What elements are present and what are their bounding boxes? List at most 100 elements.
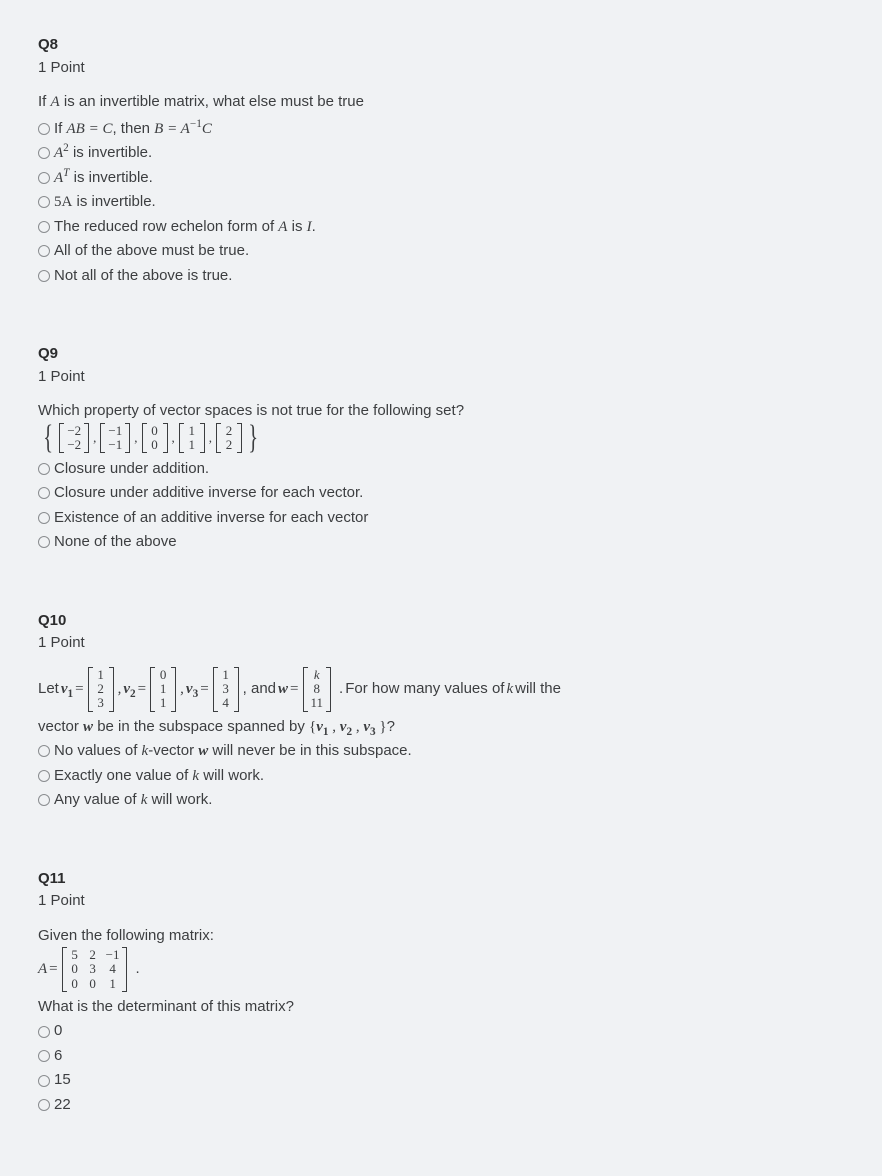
radio-icon xyxy=(38,487,50,499)
question-q9: Q9 1 Point Which property of vector spac… xyxy=(38,343,844,554)
t: 5A xyxy=(54,194,72,210)
radio-icon xyxy=(38,196,50,208)
question-points: 1 Point xyxy=(38,890,844,913)
radio-icon xyxy=(38,745,50,757)
t: A xyxy=(38,958,47,981)
matrix: 11 xyxy=(179,423,205,454)
prompt-continued: What is the determinant of this matrix? xyxy=(38,996,844,1019)
option-label: 0 xyxy=(54,1020,62,1043)
radio-icon xyxy=(38,1075,50,1087)
t: v2 xyxy=(123,678,135,701)
t: be in the subspace spanned by xyxy=(93,718,309,735)
question-points: 1 Point xyxy=(38,632,844,655)
radio-icon xyxy=(38,794,50,806)
t: vector xyxy=(38,718,83,735)
option-q11-1[interactable]: 6 xyxy=(38,1045,844,1068)
matrix: 123 xyxy=(88,667,114,712)
matrix: 011 xyxy=(150,667,176,712)
t: w xyxy=(278,678,288,701)
matrix: 134 xyxy=(213,667,239,712)
matrix: −1−1 xyxy=(100,423,130,454)
t: is invertible. xyxy=(72,193,155,210)
option-q9-2[interactable]: Existence of an additive inverse for eac… xyxy=(38,507,844,530)
t: , then xyxy=(112,120,154,137)
radio-icon xyxy=(38,463,50,475)
radio-icon xyxy=(38,1026,50,1038)
option-q8-5[interactable]: All of the above must be true. xyxy=(38,240,844,263)
t: . xyxy=(312,218,316,235)
t: will work. xyxy=(147,791,212,808)
t: For how many values of xyxy=(345,678,504,701)
t: = xyxy=(200,678,208,701)
t: The reduced row echelon form of xyxy=(54,218,278,235)
option-q10-0[interactable]: No values of k-vector w will never be in… xyxy=(38,740,844,763)
option-q9-1[interactable]: Closure under additive inverse for each … xyxy=(38,482,844,505)
option-label: If AB = C, then B = A−1C xyxy=(54,118,212,141)
matrix: 00 xyxy=(142,423,168,454)
t: will work. xyxy=(199,767,264,784)
option-q8-4[interactable]: The reduced row echelon form of A is I. xyxy=(38,216,844,239)
t: A xyxy=(54,145,63,161)
option-q9-3[interactable]: None of the above xyxy=(38,531,844,554)
option-q8-6[interactable]: Not all of the above is true. xyxy=(38,265,844,288)
t: v3 xyxy=(186,678,198,701)
t: = xyxy=(290,678,298,701)
option-label: Any value of k will work. xyxy=(54,789,212,812)
question-header: Q11 xyxy=(38,868,844,891)
option-q10-1[interactable]: Exactly one value of k will work. xyxy=(38,765,844,788)
option-label: 6 xyxy=(54,1045,62,1068)
option-q8-2[interactable]: AT is invertible. xyxy=(38,167,844,190)
t: is invertible. xyxy=(69,144,152,161)
option-q10-2[interactable]: Any value of k will work. xyxy=(38,789,844,812)
option-q8-0[interactable]: If AB = C, then B = A−1C xyxy=(38,118,844,141)
option-q8-3[interactable]: 5A is invertible. xyxy=(38,191,844,214)
t: is xyxy=(287,218,306,235)
radio-icon xyxy=(38,123,50,135)
radio-icon xyxy=(38,270,50,282)
option-q8-1[interactable]: A2 is invertible. xyxy=(38,142,844,165)
option-q11-0[interactable]: 0 xyxy=(38,1020,844,1043)
option-label: All of the above must be true. xyxy=(54,240,249,263)
option-label: Closure under addition. xyxy=(54,458,209,481)
t: . xyxy=(339,678,343,701)
t: AB = C xyxy=(67,121,113,137)
t: w xyxy=(198,743,208,759)
t: = xyxy=(49,958,57,981)
option-label: A2 is invertible. xyxy=(54,142,152,165)
t: w xyxy=(83,719,93,735)
matrix: 52−1034001 xyxy=(62,947,128,992)
t: v1 xyxy=(61,678,73,701)
brace-right-icon: } xyxy=(248,424,259,451)
t: B = A xyxy=(154,121,190,137)
option-label: None of the above xyxy=(54,531,177,554)
t: A xyxy=(54,170,63,186)
page: Q8 1 Point If A is an invertible matrix,… xyxy=(0,0,882,1176)
matrix: −2−2 xyxy=(59,423,89,454)
option-q11-2[interactable]: 15 xyxy=(38,1069,844,1092)
t: , and xyxy=(243,678,276,701)
vector-set: { −2−2 , −1−1 , 00 , 11 , 22 } xyxy=(39,423,262,454)
option-label: 15 xyxy=(54,1069,71,1092)
radio-icon xyxy=(38,245,50,257)
radio-icon xyxy=(38,512,50,524)
question-q10: Q10 1 Point Let v1 = 123 , v2 = 011 , v3… xyxy=(38,610,844,812)
option-label: 22 xyxy=(54,1094,71,1117)
t: Exactly one value of xyxy=(54,767,192,784)
option-q9-0[interactable]: Closure under addition. xyxy=(38,458,844,481)
option-label: No values of k-vector w will never be in… xyxy=(54,740,412,763)
question-prompt: Which property of vector spaces is not t… xyxy=(38,400,844,423)
t: = xyxy=(138,678,146,701)
t: is invertible. xyxy=(69,169,152,186)
question-header: Q10 xyxy=(38,610,844,633)
t: C xyxy=(202,121,212,137)
t: , xyxy=(180,678,184,701)
question-q8: Q8 1 Point If A is an invertible matrix,… xyxy=(38,34,844,287)
matrix: k811 xyxy=(303,667,332,712)
question-q11: Q11 1 Point Given the following matrix: … xyxy=(38,868,844,1117)
option-q11-3[interactable]: 22 xyxy=(38,1094,844,1117)
prompt-text: If xyxy=(38,93,51,110)
t: No values of xyxy=(54,742,142,759)
radio-icon xyxy=(38,147,50,159)
option-label: The reduced row echelon form of A is I. xyxy=(54,216,316,239)
t: k xyxy=(506,678,513,701)
